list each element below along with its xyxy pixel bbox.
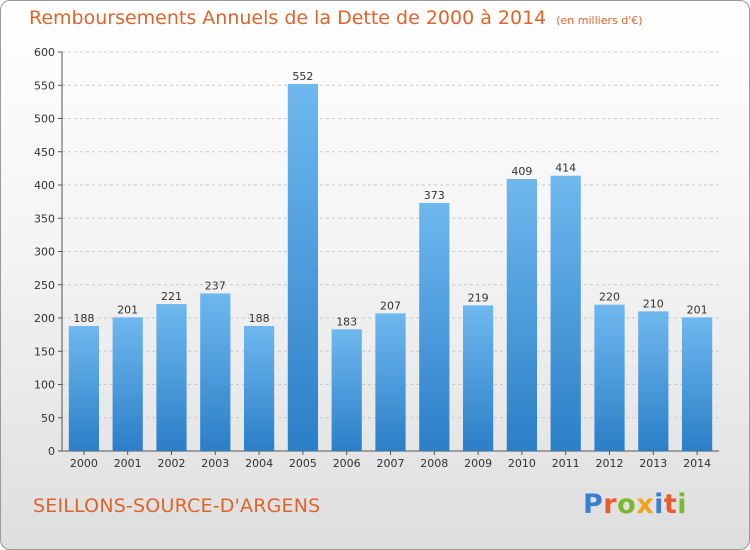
x-tick-label: 2014 <box>683 457 711 470</box>
x-tick-label: 2002 <box>158 457 186 470</box>
logo-letter: i <box>677 489 688 520</box>
bar <box>112 317 143 451</box>
bar <box>462 305 494 451</box>
y-tick-label: 550 <box>34 79 55 92</box>
bar-value-label: 237 <box>205 279 226 292</box>
bar <box>200 293 231 451</box>
bar-value-label: 207 <box>380 299 401 312</box>
logo-letter: i <box>654 489 664 520</box>
x-tick-label: 2012 <box>596 457 624 470</box>
bar-value-label: 552 <box>292 70 313 83</box>
bar-value-label: 183 <box>336 315 357 328</box>
bar <box>506 179 538 451</box>
y-tick-label: 150 <box>34 345 55 358</box>
bar-value-label: 409 <box>511 165 532 178</box>
bar <box>243 325 275 451</box>
bar <box>156 304 187 451</box>
logo-letter: o <box>617 489 637 520</box>
x-tick-label: 2000 <box>70 457 98 470</box>
logo-letter: t <box>663 489 678 520</box>
logo-letter: x <box>636 489 655 520</box>
x-tick-label: 2005 <box>289 457 317 470</box>
logo-letter: P <box>583 489 604 520</box>
y-tick-label: 50 <box>41 412 55 425</box>
x-tick-label: 2003 <box>201 457 229 470</box>
x-tick-label: 2007 <box>377 457 405 470</box>
bar-value-label: 210 <box>643 297 664 310</box>
y-tick-label: 300 <box>34 246 55 259</box>
x-tick-label: 2001 <box>114 457 142 470</box>
bar-value-label: 220 <box>599 291 620 304</box>
title-text: Remboursements Annuels de la Dette de 20… <box>29 7 547 29</box>
x-tick-label: 2008 <box>420 457 448 470</box>
logo-letter: r <box>603 489 618 520</box>
y-tick-label: 100 <box>34 379 55 392</box>
y-tick-label: 600 <box>34 46 55 59</box>
x-tick-label: 2011 <box>552 457 580 470</box>
bar <box>375 313 406 451</box>
x-tick-label: 2010 <box>508 457 536 470</box>
unit-text: (en milliers d'€) <box>556 14 643 27</box>
bar <box>419 202 450 451</box>
bar-value-label: 373 <box>424 189 445 202</box>
bar <box>550 175 581 451</box>
bar-value-label: 201 <box>117 303 138 316</box>
labels: 188 2000 201 2001 221 2002 237 2003 188 2004 552 20… <box>70 70 711 470</box>
bar-value-label: 219 <box>468 291 489 304</box>
bar-value-label: 221 <box>161 290 182 303</box>
bar <box>681 317 713 451</box>
bars <box>68 83 713 452</box>
bar <box>638 311 669 451</box>
bar <box>331 329 362 451</box>
bar-value-label: 188 <box>73 312 94 325</box>
y-tick-label: 350 <box>34 212 55 225</box>
proxiti-logo: Proxiti <box>583 489 687 520</box>
bar <box>68 325 100 451</box>
commune-name: SEILLONS-SOURCE-D'ARGENS <box>33 495 321 517</box>
y-tick-label: 500 <box>34 113 55 126</box>
y-tick-label: 200 <box>34 312 55 325</box>
x-tick-label: 2013 <box>639 457 667 470</box>
y-tick-label: 0 <box>48 445 55 458</box>
y-tick-label: 450 <box>34 146 55 159</box>
y-tick-label: 250 <box>34 279 55 292</box>
bar-value-label: 414 <box>555 162 576 175</box>
x-tick-label: 2004 <box>245 457 273 470</box>
y-tick-label: 400 <box>34 179 55 192</box>
x-tick-label: 2006 <box>333 457 361 470</box>
bar-value-label: 188 <box>249 312 270 325</box>
bar-value-label: 201 <box>687 303 708 316</box>
x-tick-label: 2009 <box>464 457 492 470</box>
bar <box>594 304 625 451</box>
chart-title: Remboursements Annuels de la Dette de 20… <box>29 7 643 29</box>
bar <box>287 83 319 452</box>
